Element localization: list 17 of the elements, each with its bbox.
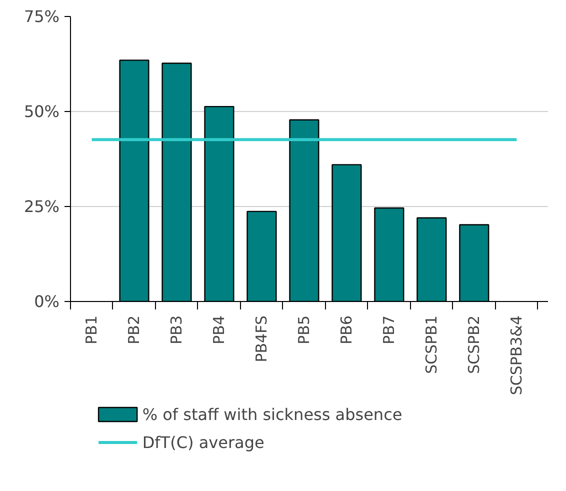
y-tick-label: 50% — [24, 102, 60, 121]
x-tick-label: PB6 — [338, 315, 356, 344]
y-tick-label: 25% — [24, 197, 60, 216]
x-tick-label: SCSPB3&4 — [508, 315, 526, 396]
legend-label: DfT(C) average — [142, 433, 264, 452]
legend-label: % of staff with sickness absence — [142, 405, 402, 424]
x-tick-label: PB3 — [168, 315, 186, 344]
x-tick-label: SCSPB2 — [465, 315, 484, 374]
y-tick-label: 75% — [24, 7, 60, 26]
x-tick-label: PB1 — [82, 315, 101, 344]
x-tick-label: PB4 — [210, 315, 228, 344]
x-tick-label: PB7 — [380, 315, 398, 344]
x-tick-label: PB4FS — [252, 316, 271, 362]
x-tick-label: SCSPB1 — [422, 315, 441, 374]
x-tick-label: PB5 — [295, 315, 314, 344]
y-tick-label: 0% — [34, 292, 60, 311]
x-tick-label: PB2 — [125, 315, 144, 344]
